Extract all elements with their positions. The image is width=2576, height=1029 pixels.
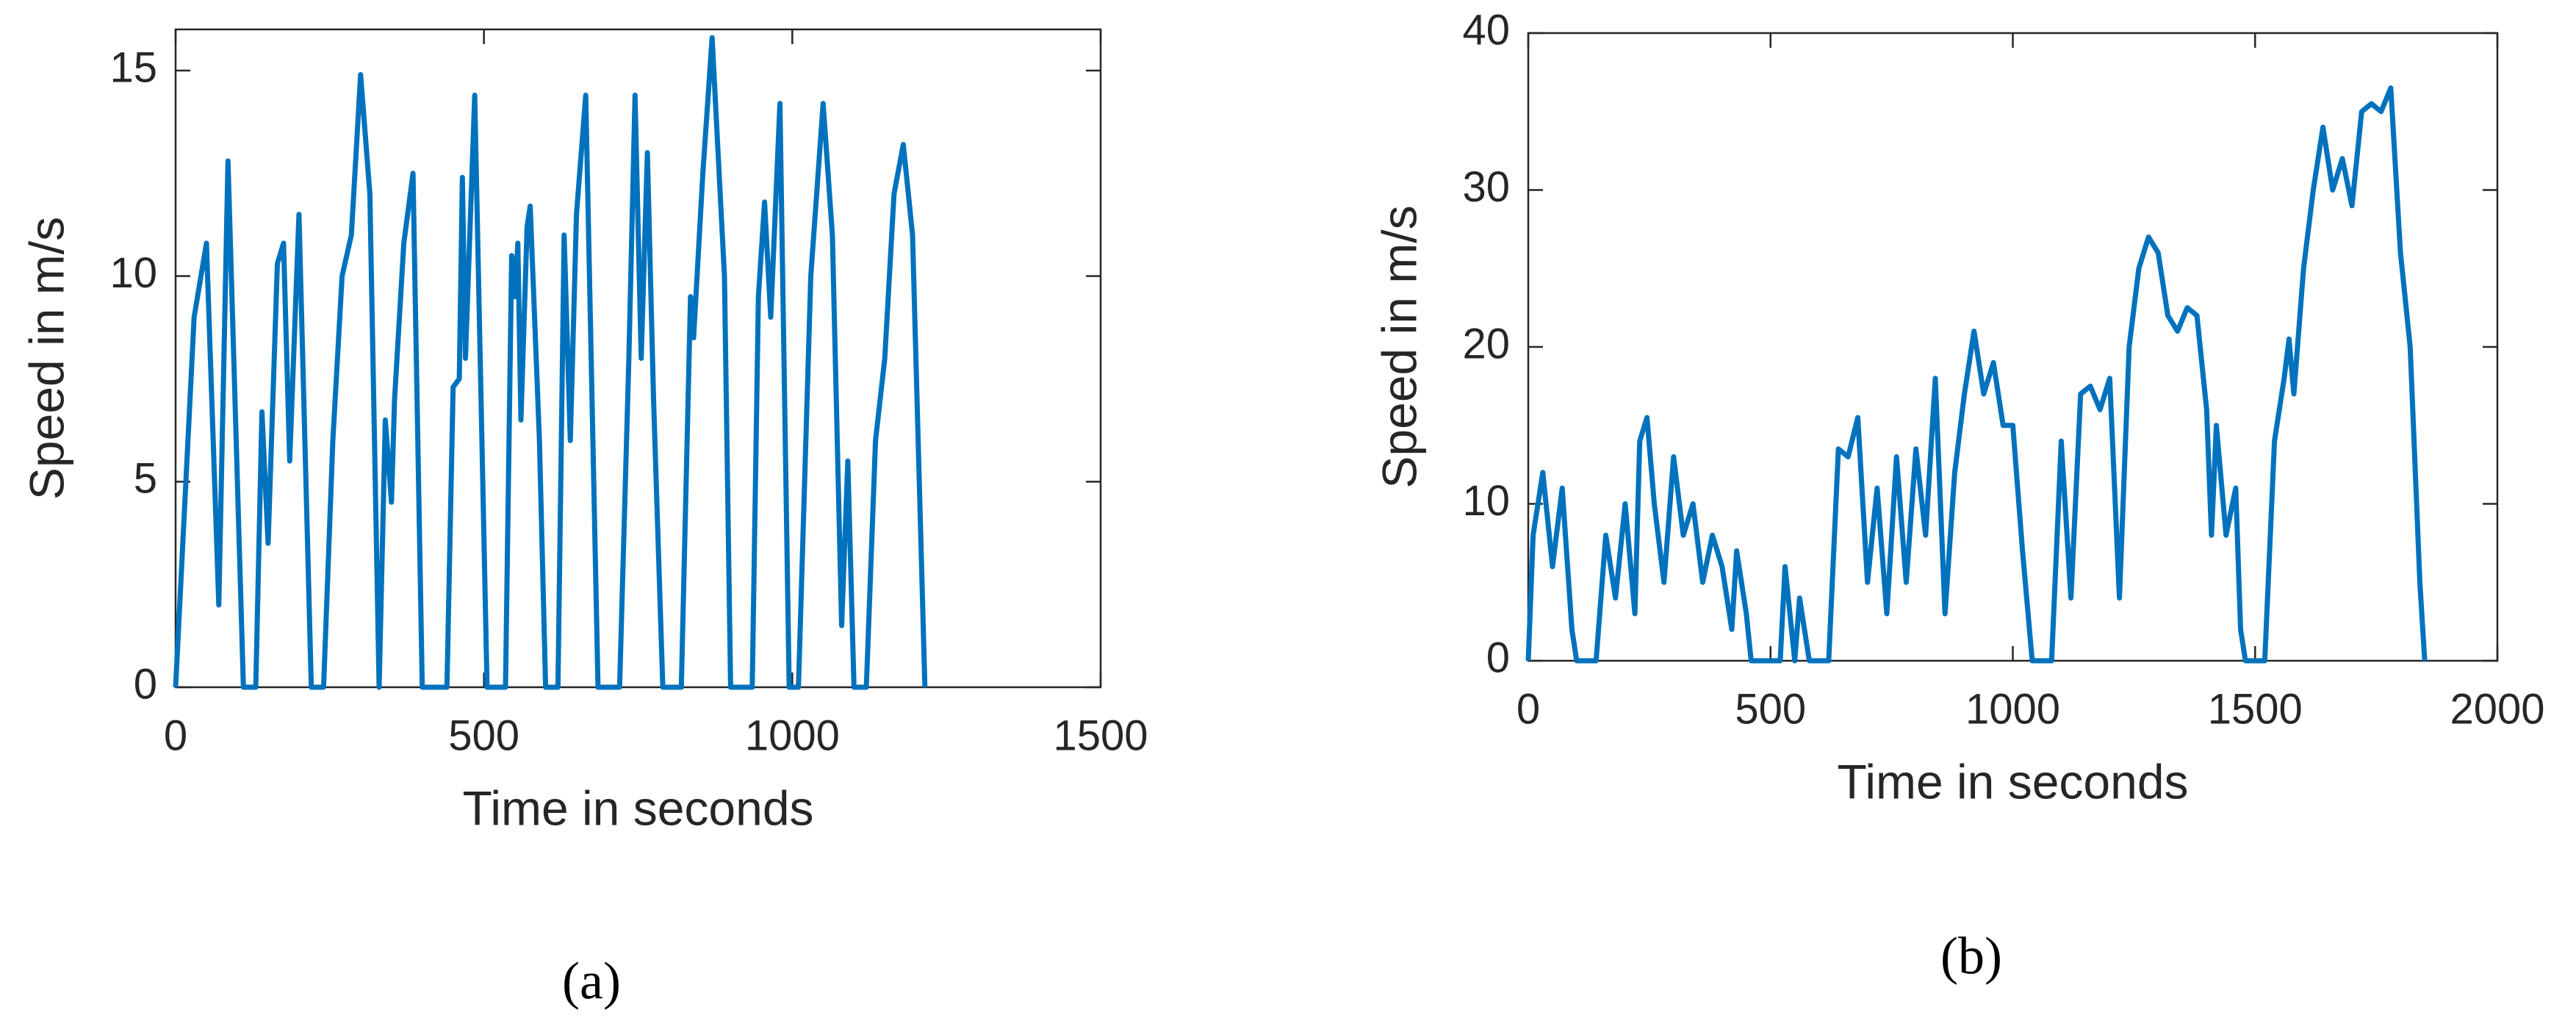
x-tick-label: 1000 xyxy=(745,711,840,759)
speed-line xyxy=(173,35,928,690)
y-tick-label: 5 xyxy=(134,455,157,503)
y-tick-label: 15 xyxy=(109,43,157,91)
x-tick-label: 1500 xyxy=(1053,711,1148,759)
y-tick-label: 20 xyxy=(1462,320,1510,368)
x-tick-label: 0 xyxy=(1517,685,1540,733)
y-tick-label: 10 xyxy=(109,249,157,297)
y-tick-label: 30 xyxy=(1462,163,1510,211)
panel-label: (b) xyxy=(1940,927,2002,986)
plot-area xyxy=(1527,32,2499,662)
y-tick-label: 40 xyxy=(1462,6,1510,54)
x-tick-label: 1500 xyxy=(2208,685,2303,733)
x-tick-label: 500 xyxy=(448,711,519,759)
x-tick-label: 2000 xyxy=(2450,685,2544,733)
x-axis-label: Time in seconds xyxy=(462,781,813,835)
y-tick-label: 0 xyxy=(1486,634,1510,681)
x-tick-label: 0 xyxy=(164,711,187,759)
x-axis-label: Time in seconds xyxy=(1837,754,2188,808)
y-tick-label: 0 xyxy=(134,660,157,708)
x-tick-label: 1000 xyxy=(1965,685,2060,733)
y-axis-label: Speed in m/s xyxy=(1372,205,1426,488)
panel-label: (a) xyxy=(562,952,621,1011)
x-tick-label: 500 xyxy=(1735,685,1806,733)
speed-line xyxy=(1525,85,2428,664)
y-axis-label: Speed in m/s xyxy=(19,217,73,500)
y-tick-label: 10 xyxy=(1462,477,1510,525)
